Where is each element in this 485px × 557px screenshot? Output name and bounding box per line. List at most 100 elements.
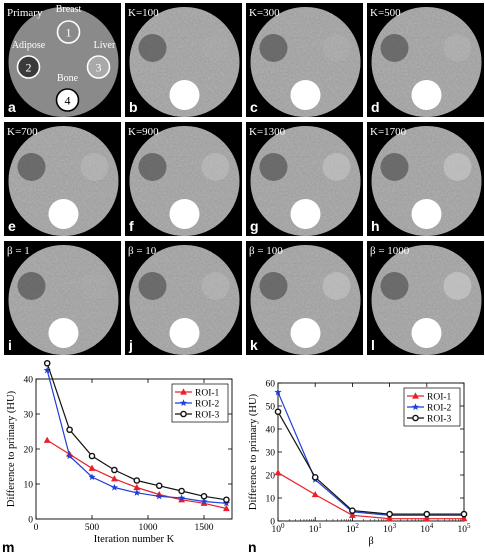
data-point xyxy=(65,452,74,460)
bone-region xyxy=(169,80,200,110)
y-tick-label: 30 xyxy=(24,411,34,421)
bone-region xyxy=(290,199,321,229)
ct-panel-g: K=1300 g xyxy=(246,122,363,236)
roi-circle xyxy=(55,88,80,112)
liver-region xyxy=(443,272,472,300)
data-point xyxy=(423,515,431,522)
data-point xyxy=(386,515,393,522)
roi-circle xyxy=(56,20,81,44)
bone-region xyxy=(411,318,442,348)
data-point xyxy=(110,483,119,491)
x-tick-label: 100 xyxy=(272,522,286,535)
bone-region xyxy=(48,199,79,229)
data-point xyxy=(311,490,319,498)
data-point xyxy=(460,510,468,518)
x-tick-label: 102 xyxy=(346,522,360,535)
roi-bone: 4 Bone xyxy=(55,73,80,112)
noise-texture xyxy=(8,245,119,355)
roi-number: 1 xyxy=(66,26,72,40)
roi-circle xyxy=(16,55,41,79)
data-point xyxy=(155,482,163,490)
liver-region xyxy=(201,272,230,300)
series-line xyxy=(277,391,464,516)
data-point xyxy=(386,510,393,518)
data-point xyxy=(411,403,420,411)
legend-label: ROI-2 xyxy=(427,404,452,414)
panel-label: β = 1 xyxy=(7,245,30,257)
panel-label: K=1700 xyxy=(370,126,407,138)
data-point xyxy=(180,388,187,395)
bone-region xyxy=(290,318,321,348)
data-point xyxy=(111,466,118,474)
x-axis-label: β xyxy=(368,536,373,547)
panel-letter: g xyxy=(250,218,259,234)
series-line xyxy=(277,411,464,515)
panel-label: K=900 xyxy=(128,126,159,138)
y-tick-label: 0 xyxy=(28,516,33,526)
liver-region xyxy=(201,34,230,62)
roi-number: 4 xyxy=(65,94,71,108)
panel-label: K=1300 xyxy=(249,126,286,138)
legend-entry: ROI-3 xyxy=(175,411,220,421)
adipose-region xyxy=(138,153,167,181)
x-tick-label: 500 xyxy=(85,523,100,533)
y-tick-label: 40 xyxy=(266,426,276,436)
adipose-region xyxy=(380,34,409,62)
x-tick-label: 1500 xyxy=(195,523,214,533)
y-tick-label: 20 xyxy=(266,472,276,482)
legend-entry: ROI-2 xyxy=(407,403,452,414)
legend-label: ROI-1 xyxy=(195,389,220,399)
panel-label: K=100 xyxy=(128,7,159,19)
ct-panel-k: β = 100 k xyxy=(246,241,363,355)
ct-panel-j: β = 10 j xyxy=(125,241,242,355)
adipose-region xyxy=(380,272,409,300)
panel-label: K=700 xyxy=(7,126,38,138)
data-point xyxy=(177,494,186,502)
ct-panel-c: K=300 c xyxy=(246,3,363,117)
series-roi-2 xyxy=(43,366,231,507)
legend-entry: ROI-2 xyxy=(175,399,220,410)
legend-label: ROI-3 xyxy=(195,411,220,421)
x-tick-label: 104 xyxy=(420,522,434,535)
series-line xyxy=(277,472,464,520)
data-point xyxy=(111,475,118,482)
data-point xyxy=(412,414,419,422)
ct-panel-e: K=700 e xyxy=(4,122,121,236)
data-point xyxy=(178,487,185,495)
noise-texture xyxy=(371,7,482,117)
data-point xyxy=(423,510,431,518)
data-point xyxy=(133,477,141,484)
panel-letter: a xyxy=(8,99,16,115)
data-point xyxy=(349,507,356,514)
panel-letter: j xyxy=(128,337,133,353)
liver-region xyxy=(80,272,109,300)
panel-letter: n xyxy=(248,539,257,555)
series-roi-1 xyxy=(274,469,468,522)
x-tick-label: 103 xyxy=(383,522,397,535)
y-tick-label: 60 xyxy=(266,380,276,390)
data-point xyxy=(43,359,51,367)
panel-letter: e xyxy=(8,218,16,234)
adipose-region xyxy=(138,34,167,62)
data-point xyxy=(274,469,282,476)
legend-label: ROI-3 xyxy=(427,415,452,425)
data-point xyxy=(223,504,230,512)
ct-panel-i: β = 1 i xyxy=(4,241,121,355)
panel-letter: k xyxy=(250,337,258,353)
y-tick-label: 50 xyxy=(266,403,276,413)
legend-label: ROI-2 xyxy=(195,400,220,410)
liver-region xyxy=(322,272,351,300)
ct-panel-d: K=500 d xyxy=(367,3,484,117)
y-tick-label: 30 xyxy=(266,449,276,459)
roi-number: 2 xyxy=(26,61,32,75)
liver-region xyxy=(322,34,351,62)
bone-region xyxy=(48,318,79,348)
roi-number: 3 xyxy=(96,61,102,75)
data-point xyxy=(43,366,51,374)
data-point xyxy=(460,515,468,522)
data-point xyxy=(155,492,163,500)
noise-texture xyxy=(250,245,361,355)
